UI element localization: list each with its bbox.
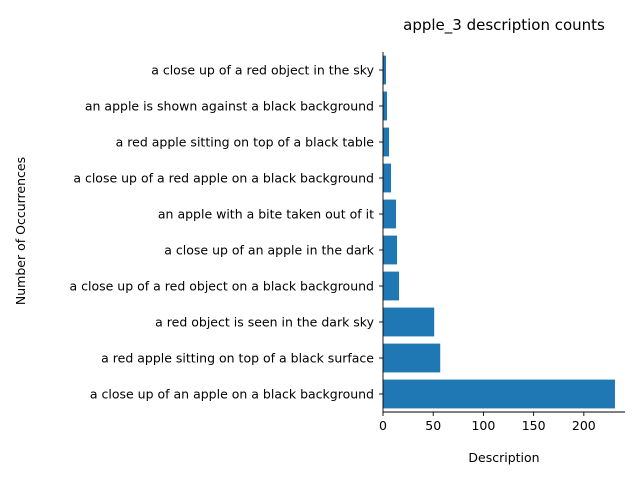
- y-tick-labels: a close up of an apple on a black backgr…: [69, 63, 383, 402]
- bar: [383, 271, 400, 301]
- bar: [383, 55, 387, 85]
- y-axis-label: Number of Occurrences: [13, 157, 28, 305]
- x-tick-label: 200: [572, 418, 596, 433]
- bar: [383, 343, 441, 373]
- y-tick-label: a red apple sitting on top of a black ta…: [116, 135, 375, 150]
- x-tick-labels: 0 50 100 150 200: [379, 412, 596, 433]
- bar: [383, 127, 390, 157]
- bar: [383, 307, 435, 337]
- y-tick-label: a close up of a red apple on a black bac…: [73, 171, 374, 186]
- y-tick-label: a red apple sitting on top of a black su…: [101, 351, 374, 366]
- x-tick-label: 50: [425, 418, 441, 433]
- x-axis-label: Description: [468, 450, 539, 465]
- bar: [383, 163, 392, 193]
- y-tick-label: a close up of an apple in the dark: [164, 243, 374, 258]
- y-tick-label: an apple is shown against a black backgr…: [85, 99, 374, 114]
- x-tick-label: 100: [471, 418, 495, 433]
- bar: [383, 379, 615, 409]
- y-tick-label: an apple with a bite taken out of it: [158, 207, 374, 222]
- y-tick-label: a red object is seen in the dark sky: [155, 315, 374, 330]
- y-tick-label: a close up of a red object on a black ba…: [69, 279, 374, 294]
- bar: [383, 235, 398, 265]
- chart-title: apple_3 description counts: [403, 16, 605, 35]
- bar: [383, 91, 388, 121]
- bar: [383, 199, 397, 229]
- y-tick-label: a close up of a red object in the sky: [151, 63, 374, 78]
- x-tick-label: 0: [379, 418, 387, 433]
- x-tick-label: 150: [522, 418, 546, 433]
- y-tick-label: a close up of an apple on a black backgr…: [90, 387, 374, 402]
- bars-group: [383, 55, 615, 409]
